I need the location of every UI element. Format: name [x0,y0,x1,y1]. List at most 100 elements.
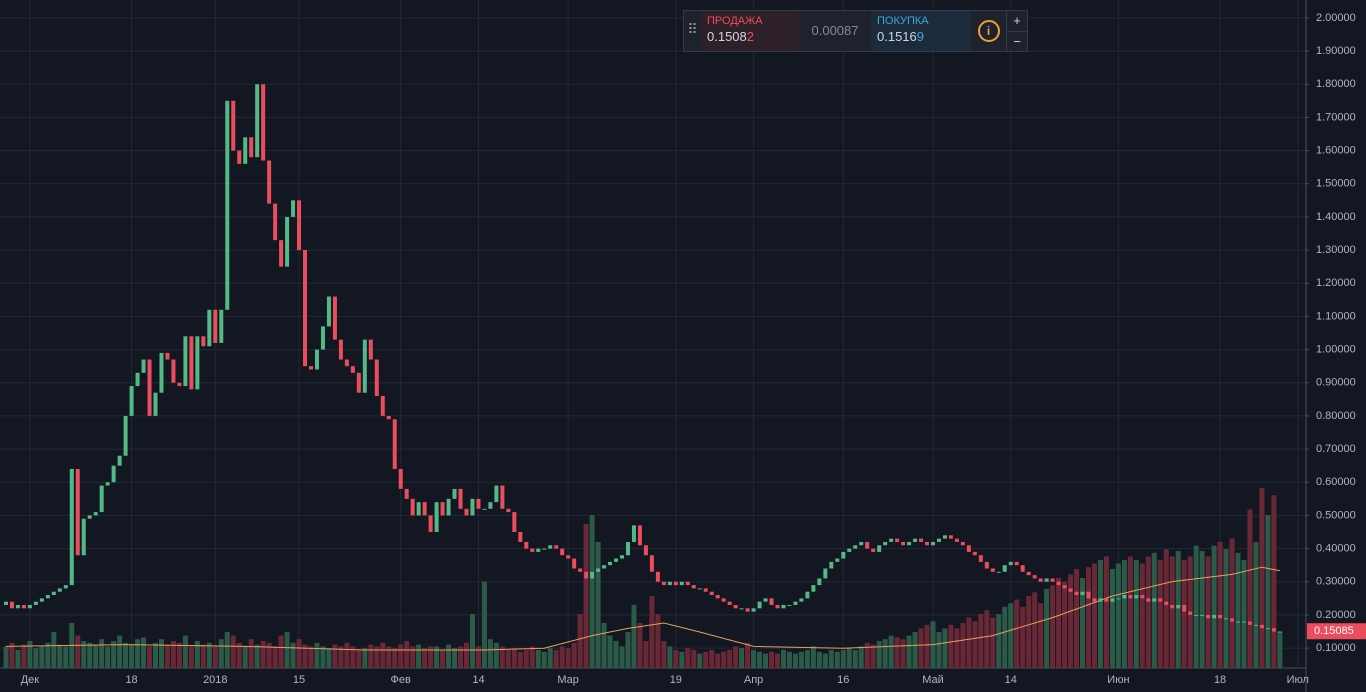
volume-bar [691,650,697,668]
buy-button[interactable]: ПОКУПКА 0.15169 [871,11,971,51]
volume-bar [1038,603,1044,668]
volume-bar [517,651,523,668]
volume-bar [1026,596,1032,668]
volume-bar [786,651,792,668]
volume-bar [206,642,212,668]
volume-bar [332,644,338,668]
volume-bar [182,635,188,668]
volume-bar [619,646,625,668]
volume-bar [105,646,111,668]
candle [1068,588,1073,592]
volume-bar [254,644,260,668]
candle [105,482,110,486]
candle [829,561,834,569]
volume-bar [739,648,745,668]
volume-bar [1157,560,1163,668]
candle [39,598,44,602]
volume-bar [942,628,948,668]
volume-bar [511,648,517,668]
volume-bar [499,646,505,668]
drag-handle[interactable]: ⠿ [687,21,698,37]
volume-bar [1259,488,1265,668]
candle [225,100,230,310]
candle [542,548,547,550]
volume-bar [236,642,242,668]
candle [1230,618,1235,622]
candle [859,541,864,546]
candle [1002,565,1007,572]
volume-bar [703,651,709,668]
candle [1253,624,1258,626]
volume-bar [625,632,631,668]
candle [344,359,349,367]
minus-button[interactable]: − [1007,31,1027,51]
volume-bar [834,651,840,668]
candle [1044,578,1049,582]
candle [709,591,714,596]
volume-bar [290,642,296,668]
volume-bar [320,646,326,668]
candle [530,548,535,552]
volume-bar [559,646,565,668]
volume-bar [571,642,577,668]
candle [398,468,403,489]
volume-bar [481,581,487,668]
sell-label: ПРОДАЖА [707,15,763,27]
volume-bar [529,646,535,668]
volume-bar [906,635,912,668]
volume-bar [350,646,356,668]
volume-bar [595,542,601,668]
candle [464,508,469,516]
y-tick-label: 1.50000 [1316,178,1356,190]
volume-bar [1115,563,1121,668]
candle [877,545,882,552]
candle [763,598,768,602]
candle [584,571,589,579]
volume-bar [553,650,559,668]
candle [769,598,774,605]
info-button[interactable]: i [971,11,1006,51]
candle [930,541,935,546]
candle [446,498,451,516]
candle [1206,614,1211,619]
candle [1259,624,1264,629]
volume-bar [715,653,721,668]
x-tick-label: Дек [21,674,40,686]
volume-bar [39,646,45,668]
volume-bar [218,639,224,668]
buy-label: ПОКУПКА [877,15,929,27]
candle [1176,604,1181,609]
candle [410,498,415,516]
candle [1104,598,1109,602]
volume-bar [523,650,529,668]
volume-bar [9,642,15,668]
candle [320,326,325,350]
candle [566,555,571,559]
sell-button[interactable]: ПРОДАЖА 0.15082 [701,11,799,51]
candle [703,588,708,592]
candle [249,137,254,158]
volume-bar [846,648,852,668]
candle [1158,598,1163,602]
plus-button[interactable]: + [1013,13,1021,28]
volume-bar [1080,578,1086,668]
x-tick-label: 18 [125,674,137,686]
candle [781,604,786,609]
volume-bar [870,644,876,668]
x-tick-label: 14 [1005,674,1017,686]
volume-bar [1253,542,1259,668]
volume-bar [463,642,469,668]
volume-bar [1091,563,1097,668]
candle [512,512,517,533]
candle [655,571,660,582]
candle [560,548,565,556]
candle [643,545,648,556]
volume-bar [637,623,643,668]
candle [153,392,158,416]
candle [1236,621,1241,623]
candle [805,591,810,599]
candle [165,352,170,360]
volume-bar [1205,556,1211,668]
candle [81,518,86,556]
volume-bar [685,648,691,668]
